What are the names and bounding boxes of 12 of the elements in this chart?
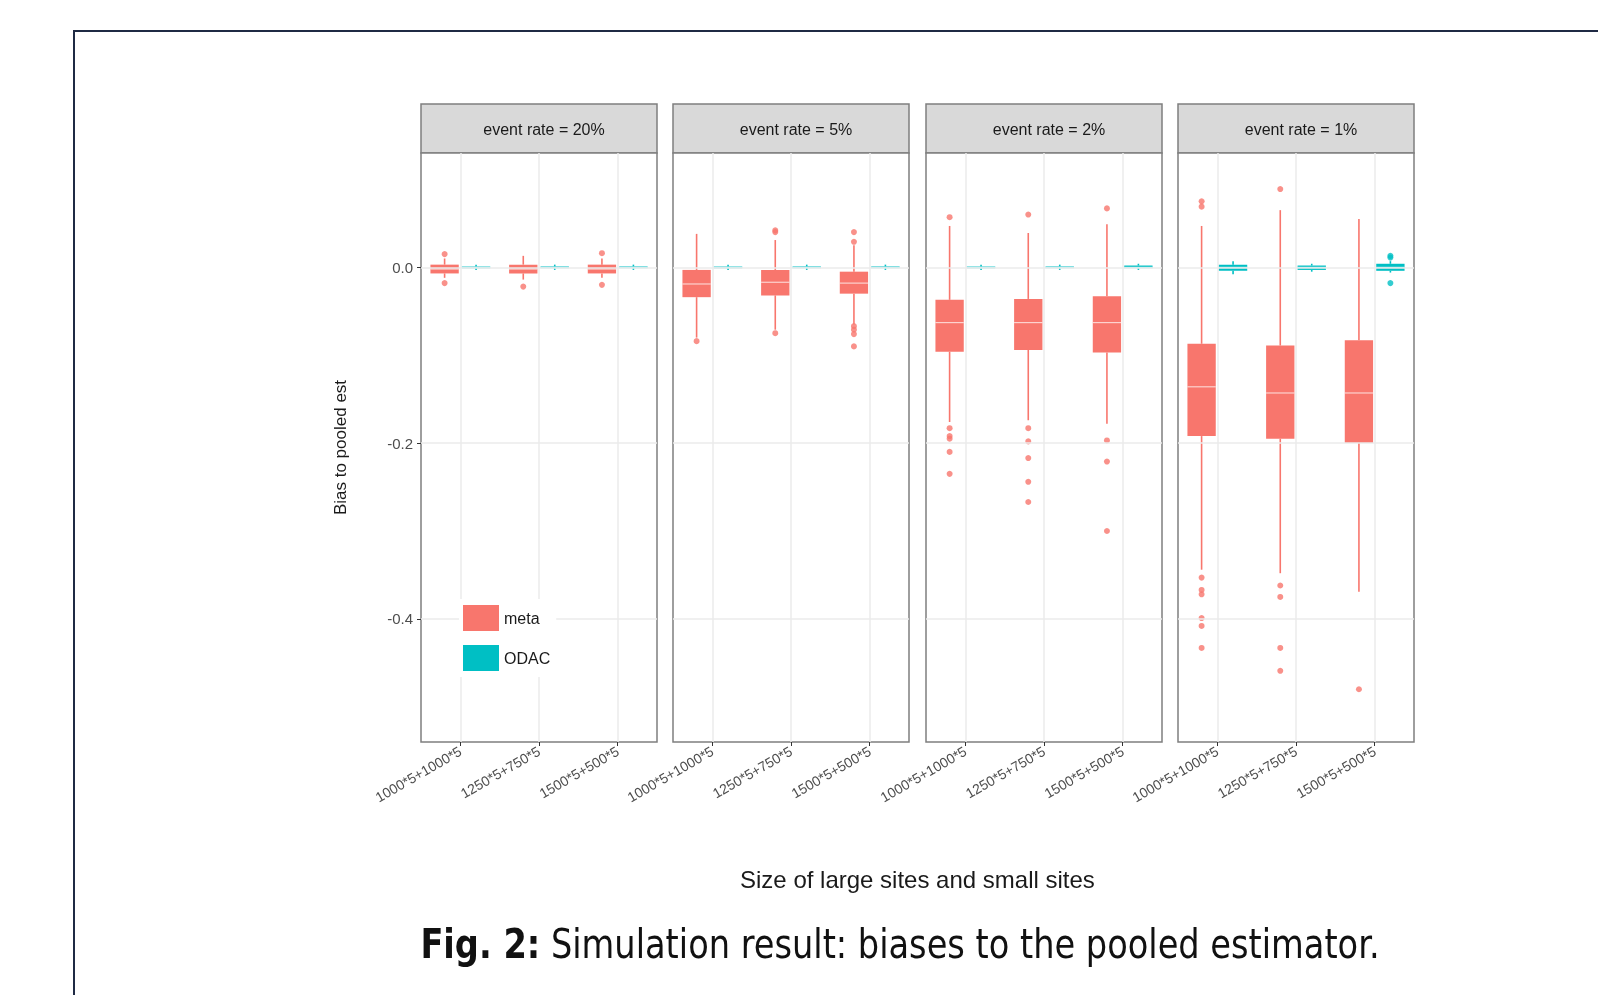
legend-label: ODAC: [504, 649, 551, 667]
legend-label: meta: [504, 609, 540, 627]
chart-title: event rate = 20%: [483, 120, 605, 138]
caption: Fig. 2: Simulation result: biases to the pooled estimator.: [419, 920, 1381, 968]
chart-title: event rate = 1%: [1244, 120, 1358, 138]
y-axis-title: Bias to pooled est: [331, 379, 350, 516]
y-tick-label: -0.4: [387, 610, 413, 628]
y-tick-label: -0.2: [387, 434, 413, 452]
y-tick-label: 0.0: [392, 258, 413, 276]
x-axis-title: Size of large sites and small sites: [739, 866, 1096, 894]
chart-title: event rate = 5%: [740, 120, 853, 138]
chart-title: event rate = 2%: [992, 120, 1105, 138]
